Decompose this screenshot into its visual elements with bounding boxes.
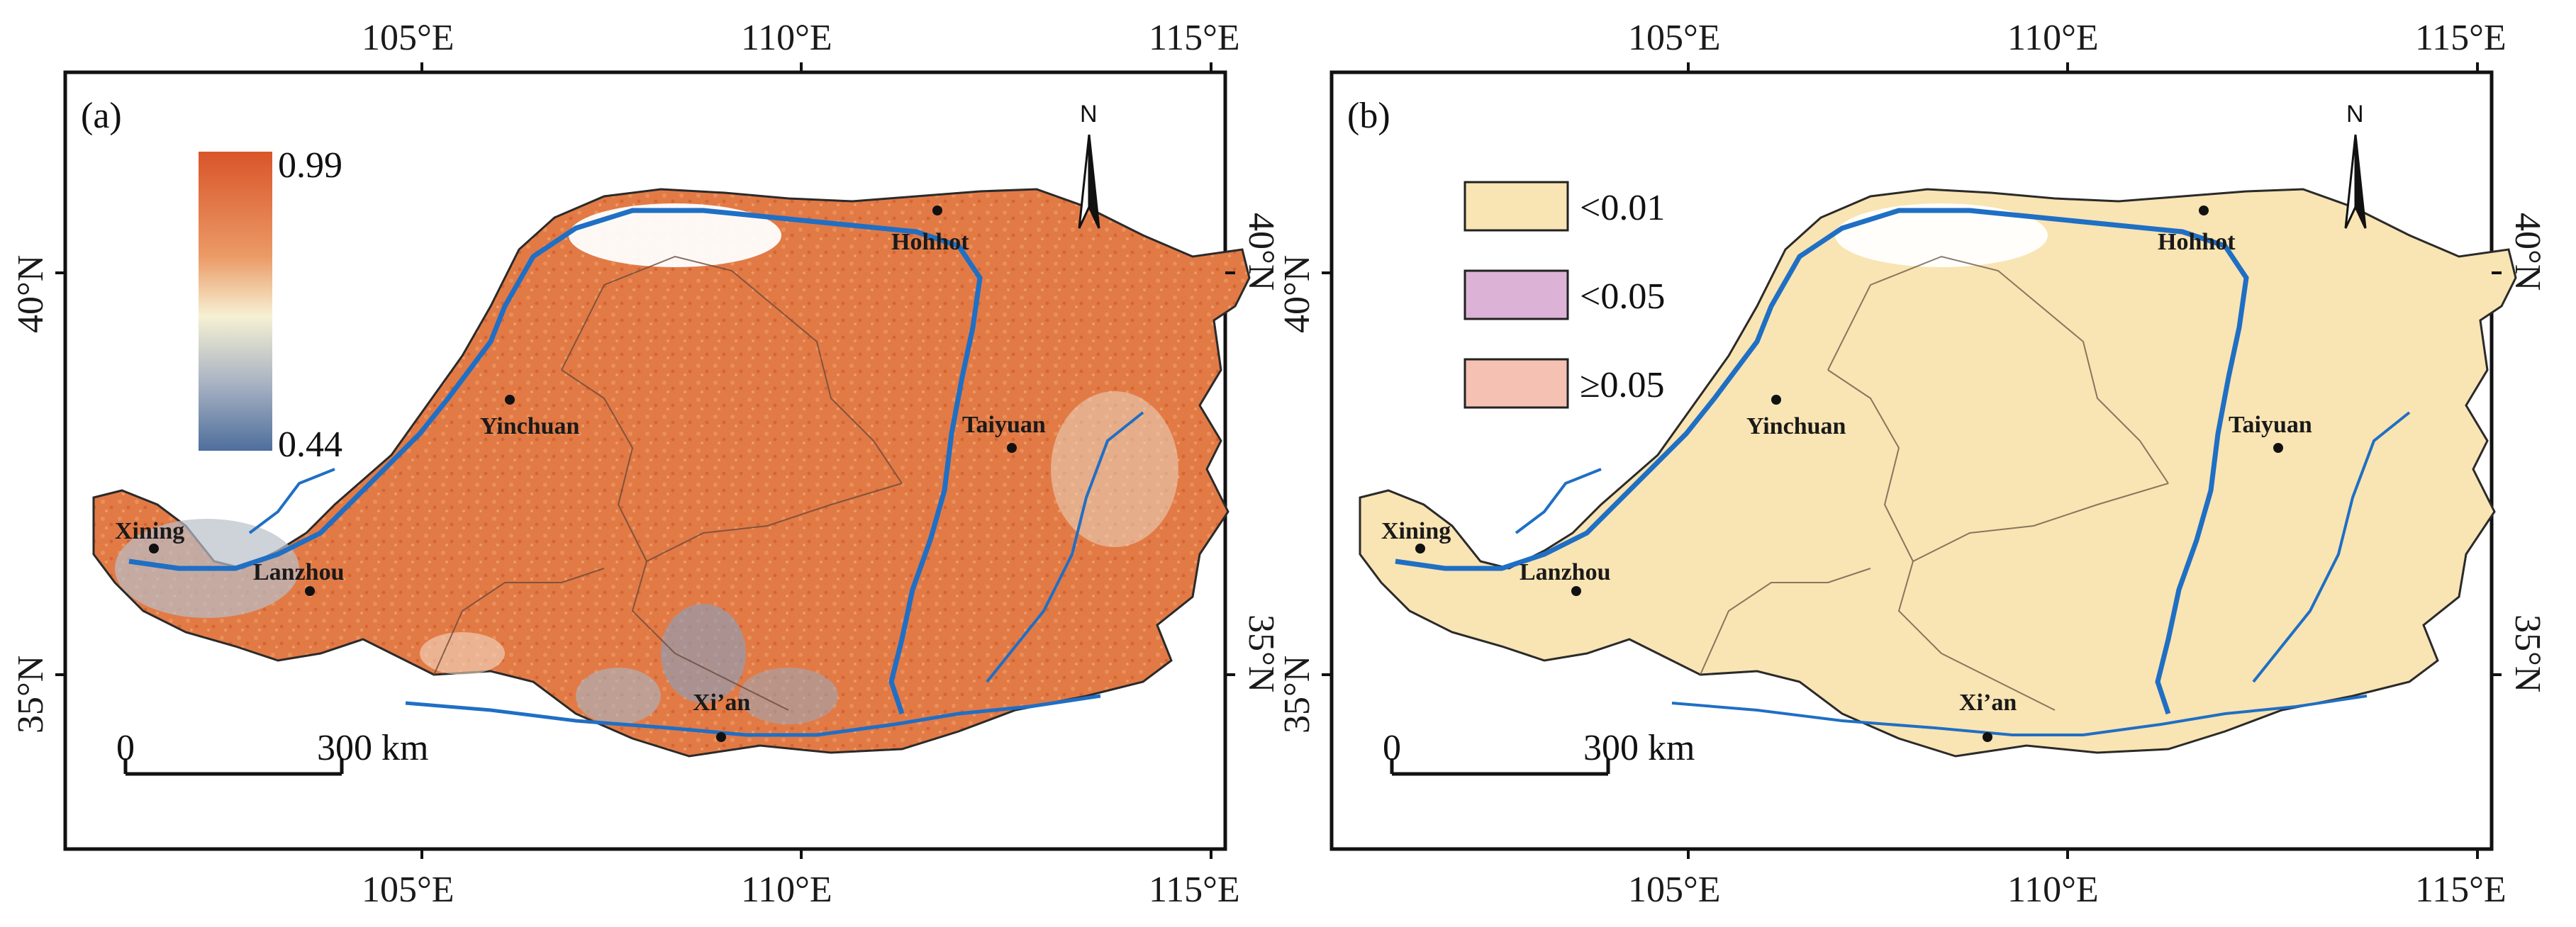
scale-end: 300 km <box>1583 728 1695 768</box>
legend-swatch <box>1463 269 1569 320</box>
panel-b: Hohhot Yinchuan Taiyuan Xining Lanzhou X… <box>1277 18 2548 910</box>
axis-bottom-label: 105°E <box>1628 870 1721 910</box>
legend-label: ≥0.05 <box>1580 365 1665 405</box>
colorbar: 0.99 0.44 <box>199 145 342 465</box>
axis-ticks <box>1322 62 2502 859</box>
city-label: Taiyuan <box>962 412 1046 438</box>
panel-a: Hohhot Yinchuan Taiyuan Xining Lanzhou X… <box>11 18 1281 910</box>
north-label: N <box>1080 101 1098 128</box>
north-arrow-icon: N <box>2344 101 2367 229</box>
city-label: Lanzhou <box>1520 559 1611 585</box>
axis-top-label: 110°E <box>741 18 832 58</box>
scale-zero: 0 <box>116 728 135 768</box>
city-markers: Hohhot Yinchuan Taiyuan Xining Lanzhou X… <box>1381 206 2312 742</box>
legend-swatch <box>1463 181 1569 232</box>
scale-bar: 0 300 km <box>116 728 428 776</box>
axis-left-label: 35°N <box>1277 656 1317 734</box>
city-label: Xi’an <box>693 690 750 716</box>
city-label: Hohhot <box>891 229 969 255</box>
city-label: Lanzhou <box>253 559 345 585</box>
north-arrow-icon: N <box>1078 101 1100 229</box>
axis-bottom-label: 110°E <box>741 870 832 910</box>
axis-ticks <box>55 62 1235 859</box>
north-label: N <box>2346 101 2364 128</box>
city-label: Taiyuan <box>2229 412 2312 438</box>
axis-bottom-label: 115°E <box>2415 870 2507 910</box>
axis-right-label: 40°N <box>1241 213 1281 291</box>
axis-bottom-label: 105°E <box>362 870 455 910</box>
axis-right-label: 35°N <box>2507 614 2548 692</box>
axis-top-label: 115°E <box>1149 18 1240 58</box>
axis-left-label: 40°N <box>1277 255 1317 333</box>
region-map <box>1359 188 2517 758</box>
axis-bottom-label: 110°E <box>2007 870 2099 910</box>
legend-label: <0.05 <box>1580 276 1665 317</box>
colorbar-max-label: 0.99 <box>278 145 342 186</box>
city-label: Xining <box>115 518 184 544</box>
axis-left-label: 40°N <box>11 255 51 333</box>
scale-zero: 0 <box>1383 728 1401 768</box>
axis-left-label: 35°N <box>11 656 51 734</box>
city-label: Xi’an <box>1959 690 2017 716</box>
city-label: Hohhot <box>2158 229 2236 255</box>
city-markers: Hohhot Yinchuan Taiyuan Xining Lanzhou X… <box>115 206 1046 742</box>
legend-label: <0.01 <box>1580 188 1665 228</box>
axis-top-label: 110°E <box>2007 18 2099 58</box>
panel-label: (a) <box>81 96 122 136</box>
scale-bar: 0 300 km <box>1383 728 1695 776</box>
axis-top-label: 115°E <box>2415 18 2507 58</box>
colorbar-min-label: 0.44 <box>278 425 342 465</box>
axis-bottom-label: 115°E <box>1149 870 1240 910</box>
region-map <box>92 188 1251 758</box>
city-label: Yinchuan <box>480 413 580 439</box>
axis-right-label: 35°N <box>1241 614 1281 692</box>
axis-top-label: 105°E <box>362 18 455 58</box>
scale-end: 300 km <box>317 728 428 768</box>
city-label: Yinchuan <box>1746 413 1846 439</box>
legend-swatch <box>1463 358 1569 409</box>
panel-label: (b) <box>1347 96 1390 136</box>
axis-right-label: 40°N <box>2507 213 2548 291</box>
legend: <0.01 <0.05 ≥0.05 <box>1463 181 1665 409</box>
city-label: Xining <box>1381 518 1451 544</box>
axis-top-label: 105°E <box>1628 18 1721 58</box>
